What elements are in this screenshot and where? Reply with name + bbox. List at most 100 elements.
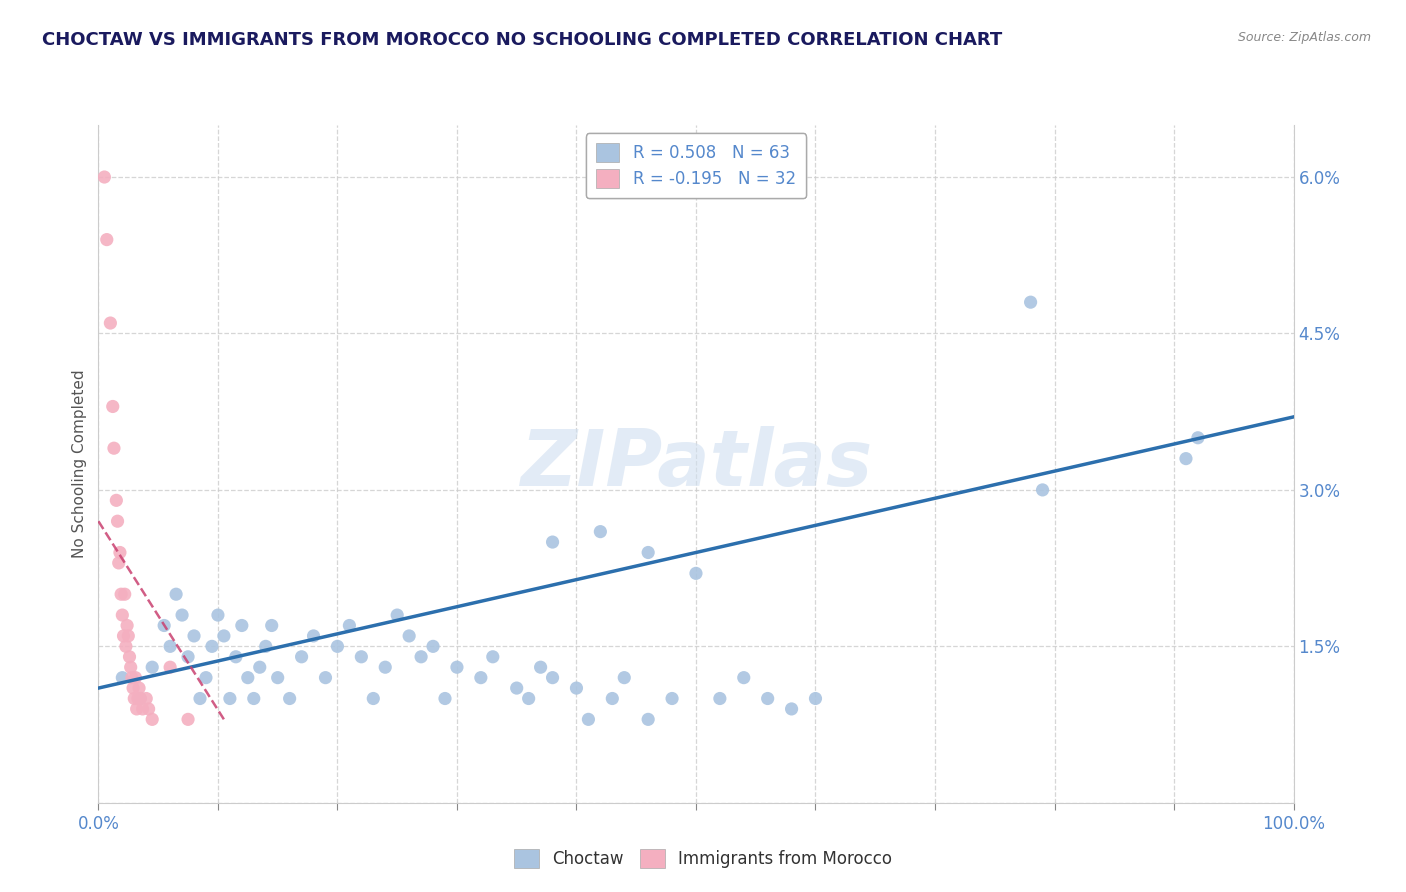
Point [733,671,755,685]
Point [93,169,115,184]
Point [363,691,385,706]
Point [120,660,142,674]
Point [637,712,659,726]
Legend: R = 0.508   N = 63, R = -0.195   N = 32: R = 0.508 N = 63, R = -0.195 N = 32 [586,133,806,198]
Point [385,608,409,623]
Point [236,671,259,685]
Point [422,640,444,654]
Point [517,691,540,706]
Point [260,618,283,632]
Point [177,649,200,664]
Point [529,660,551,674]
Point [398,629,420,643]
Point [780,702,803,716]
Point [207,608,229,623]
Point [254,640,277,654]
Point [188,691,211,706]
Point [756,691,779,706]
Point [122,681,145,695]
Point [613,671,636,685]
Point [159,660,181,674]
Point [411,649,433,664]
Point [107,556,129,570]
Point [141,660,163,674]
Point [374,660,396,674]
Point [124,671,146,685]
Point [326,640,349,654]
Point [470,671,492,685]
Point [302,629,325,643]
Point [165,587,187,601]
Point [541,671,564,685]
Point [125,702,148,716]
Point [576,712,599,726]
Point [138,702,160,716]
Text: ZIPatlas: ZIPatlas [520,425,872,502]
Point [177,712,200,726]
Point [124,691,146,706]
Point [96,233,118,247]
Point [135,691,157,706]
Point [709,691,731,706]
Point [804,691,827,706]
Point [129,691,152,706]
Text: Source: ZipAtlas.com: Source: ZipAtlas.com [1237,31,1371,45]
Point [565,681,588,695]
Point [118,649,141,664]
Point [350,649,373,664]
Point [111,608,134,623]
Point [103,441,125,455]
Point [201,640,224,654]
Point [315,671,337,685]
Point [141,712,163,726]
Y-axis label: No Schooling Completed: No Schooling Completed [72,369,87,558]
Point [685,566,707,581]
Legend: Choctaw, Immigrants from Morocco: Choctaw, Immigrants from Morocco [508,843,898,875]
Point [337,618,360,632]
Point [1032,483,1054,497]
Point [1019,295,1042,310]
Point [111,671,134,685]
Point [183,629,205,643]
Point [98,316,122,330]
Point [127,691,149,706]
Point [108,545,131,559]
Point [121,671,143,685]
Point [481,649,505,664]
Point [131,702,153,716]
Point [128,681,150,695]
Point [172,608,194,623]
Point [433,691,456,706]
Point [446,660,468,674]
Point [225,649,247,664]
Point [219,691,242,706]
Point [194,671,217,685]
Point [267,671,290,685]
Point [661,691,683,706]
Point [153,618,176,632]
Point [589,524,612,539]
Point [290,649,312,664]
Point [243,691,266,706]
Point [1187,431,1209,445]
Point [117,629,139,643]
Point [637,545,659,559]
Point [1175,451,1198,466]
Point [212,629,235,643]
Point [115,618,138,632]
Point [506,681,529,695]
Point [600,691,623,706]
Point [249,660,271,674]
Text: CHOCTAW VS IMMIGRANTS FROM MOROCCO NO SCHOOLING COMPLETED CORRELATION CHART: CHOCTAW VS IMMIGRANTS FROM MOROCCO NO SC… [42,31,1002,49]
Point [129,691,152,706]
Point [101,400,124,414]
Point [278,691,301,706]
Point [115,640,138,654]
Point [541,535,564,549]
Point [105,493,128,508]
Point [114,587,136,601]
Point [107,514,129,528]
Point [231,618,253,632]
Point [110,587,132,601]
Point [112,629,135,643]
